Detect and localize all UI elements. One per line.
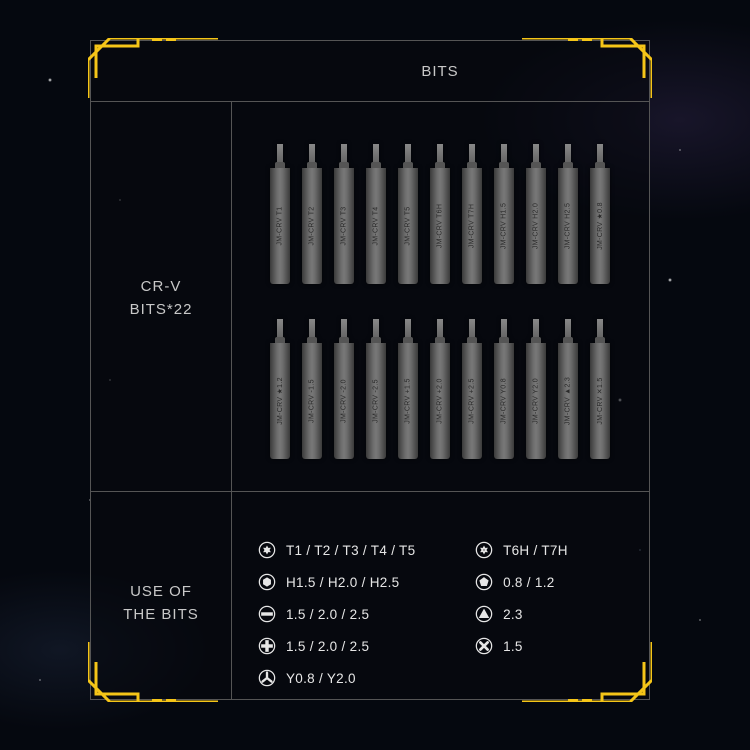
use-item-label: 1.5 — [503, 639, 523, 654]
torx-icon — [258, 541, 276, 559]
phil-icon — [258, 637, 276, 655]
bit: JM-CRV ▲2.3 — [555, 319, 581, 459]
torxsec-icon — [475, 541, 493, 559]
bit: JM-CRV T2 — [299, 144, 325, 284]
divider-row-2 — [91, 491, 649, 492]
hex-icon — [258, 573, 276, 591]
use-item: 1.5 — [475, 637, 627, 655]
bit: JM-CRV +2.5 — [459, 319, 485, 459]
use-item-label: 1.5 / 2.0 / 2.5 — [286, 639, 369, 654]
use-item-label: H1.5 / H2.0 / H2.5 — [286, 575, 399, 590]
use-item-label: T6H / T7H — [503, 543, 568, 558]
bit: JM-CRV ★0.8 — [587, 144, 613, 284]
xshape-icon — [475, 637, 493, 655]
use-item — [475, 669, 627, 687]
bit: JM-CRV -1.5 — [299, 319, 325, 459]
bit: JM-CRV ★1.2 — [267, 319, 293, 459]
bit: JM-CRV ✕1.5 — [587, 319, 613, 459]
header-title: BITS — [231, 61, 649, 84]
bit: JM-CRV T1 — [267, 144, 293, 284]
section1-label-line2: BITS*22 — [130, 301, 193, 318]
bit-row-2: JM-CRV ★1.2JM-CRV -1.5JM-CRV -2.0JM-CRV … — [267, 319, 613, 459]
use-item: 0.8 / 1.2 — [475, 573, 627, 591]
use-item: 1.5 / 2.0 / 2.5 — [258, 637, 463, 655]
use-item-label: T1 / T2 / T3 / T4 / T5 — [286, 543, 415, 558]
slot-icon — [258, 605, 276, 623]
use-area: T1 / T2 / T3 / T4 / T5 T6H / T7H H1.5 / H2… — [246, 506, 639, 689]
tri-icon — [258, 669, 276, 687]
bits-area: JM-CRV T1JM-CRV T2JM-CRV T3JM-CRV T4JM-C… — [246, 111, 634, 491]
frame-corner-bl — [88, 642, 268, 702]
bit: JM-CRV +1.5 — [395, 319, 421, 459]
use-item: H1.5 / H2.0 / H2.5 — [258, 573, 463, 591]
bit: JM-CRV +2.0 — [427, 319, 453, 459]
use-item-label: 0.8 / 1.2 — [503, 575, 555, 590]
panel-frame: BITS CR-V BITS*22 USE OF THE BITS JM-CRV… — [90, 40, 650, 700]
divider-row-1 — [91, 101, 649, 102]
section2-label-line1: USE OF — [130, 583, 192, 600]
use-grid: T1 / T2 / T3 / T4 / T5 T6H / T7H H1.5 / H2… — [246, 506, 639, 687]
use-item: 1.5 / 2.0 / 2.5 — [258, 605, 463, 623]
section1-label: CR-V BITS*22 — [91, 276, 231, 321]
triang-icon — [475, 605, 493, 623]
use-item: 2.3 — [475, 605, 627, 623]
section2-label-line2: THE BITS — [123, 606, 199, 623]
bit: JM-CRV Y0.8 — [491, 319, 517, 459]
bit: JM-CRV -2.0 — [331, 319, 357, 459]
bit: JM-CRV -2.5 — [363, 319, 389, 459]
bit: JM-CRV Y2.0 — [523, 319, 549, 459]
bit: JM-CRV T5 — [395, 144, 421, 284]
use-item-label: Y0.8 / Y2.0 — [286, 671, 356, 686]
bit: JM-CRV H2.0 — [523, 144, 549, 284]
bit: JM-CRV H1.5 — [491, 144, 517, 284]
section1-label-line1: CR-V — [141, 278, 182, 295]
use-item: T6H / T7H — [475, 541, 627, 559]
penta-icon — [475, 573, 493, 591]
divider-col — [231, 101, 232, 699]
use-item: T1 / T2 / T3 / T4 / T5 — [258, 541, 463, 559]
use-item-label: 1.5 / 2.0 / 2.5 — [286, 607, 369, 622]
bit: JM-CRV T6H — [427, 144, 453, 284]
section2-label: USE OF THE BITS — [91, 581, 231, 626]
bit: JM-CRV T4 — [363, 144, 389, 284]
bit-row-1: JM-CRV T1JM-CRV T2JM-CRV T3JM-CRV T4JM-C… — [267, 144, 613, 284]
bit: JM-CRV T7H — [459, 144, 485, 284]
bit: JM-CRV T3 — [331, 144, 357, 284]
use-item-label: 2.3 — [503, 607, 523, 622]
use-item: Y0.8 / Y2.0 — [258, 669, 463, 687]
bit: JM-CRV H2.5 — [555, 144, 581, 284]
